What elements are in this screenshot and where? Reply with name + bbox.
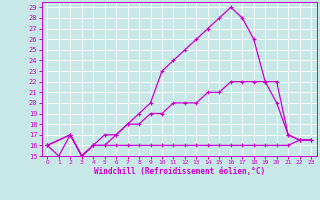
X-axis label: Windchill (Refroidissement éolien,°C): Windchill (Refroidissement éolien,°C) xyxy=(94,167,265,176)
